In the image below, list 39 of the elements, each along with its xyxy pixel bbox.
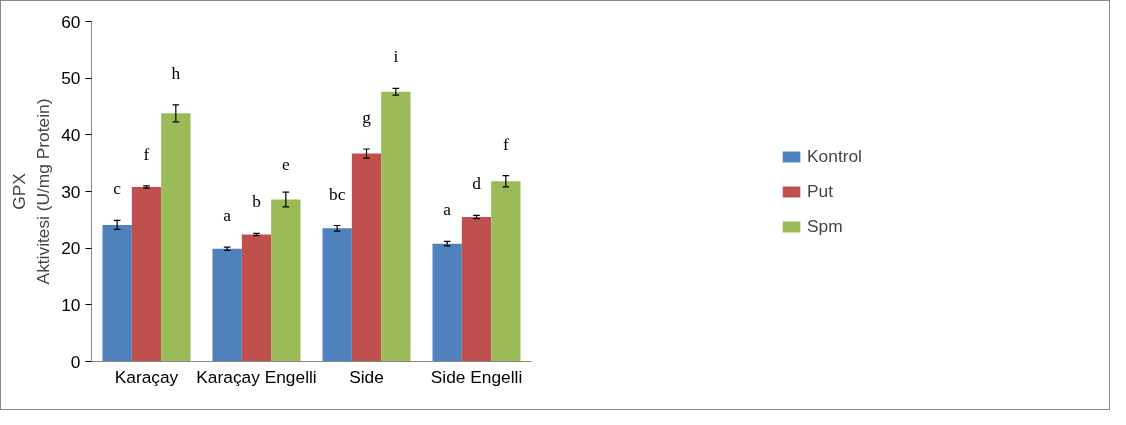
bar (212, 248, 242, 362)
bar (131, 186, 162, 362)
data-label: h (171, 63, 181, 83)
bar (161, 113, 191, 362)
data-label: a (223, 206, 232, 226)
y-tick-label: 40 (61, 124, 81, 145)
data-label: i (393, 47, 399, 67)
x-tick-label: Karaçay (114, 366, 179, 387)
bar (102, 224, 132, 362)
y-tick-label: 60 (61, 11, 81, 32)
bar (351, 153, 382, 362)
data-label: b (252, 192, 261, 212)
legend-label: Kontrol (807, 145, 862, 167)
data-label: e (281, 155, 290, 175)
data-label: g (362, 108, 372, 127)
data-label: bc (328, 184, 346, 204)
data-label: c (113, 179, 122, 199)
data-label: d (472, 174, 482, 194)
y-axis-title: GPX Aktivitesi (U/mg Protein) (9, 98, 54, 285)
y-tick-label: 0 (70, 351, 81, 372)
bar (381, 91, 411, 362)
y-tick-label: 50 (61, 68, 81, 89)
x-tick-label: Karaçay Engelli (196, 366, 317, 387)
x-tick-label: Side Engelli (430, 366, 523, 387)
bar (461, 217, 492, 362)
bar (491, 181, 521, 362)
x-tick-label: Side (349, 366, 384, 387)
bar (322, 228, 352, 362)
bar (241, 234, 272, 362)
bar (271, 199, 301, 362)
legend-label: Spm (807, 215, 843, 237)
y-tick-label: 20 (61, 238, 81, 259)
legend-label: Put (807, 180, 834, 202)
y-tick-label: 10 (61, 294, 81, 315)
data-label: a (443, 200, 452, 220)
bar (432, 243, 462, 362)
data-label: f (502, 134, 509, 154)
y-tick-label: 30 (61, 181, 81, 202)
data-label: f (143, 144, 150, 164)
